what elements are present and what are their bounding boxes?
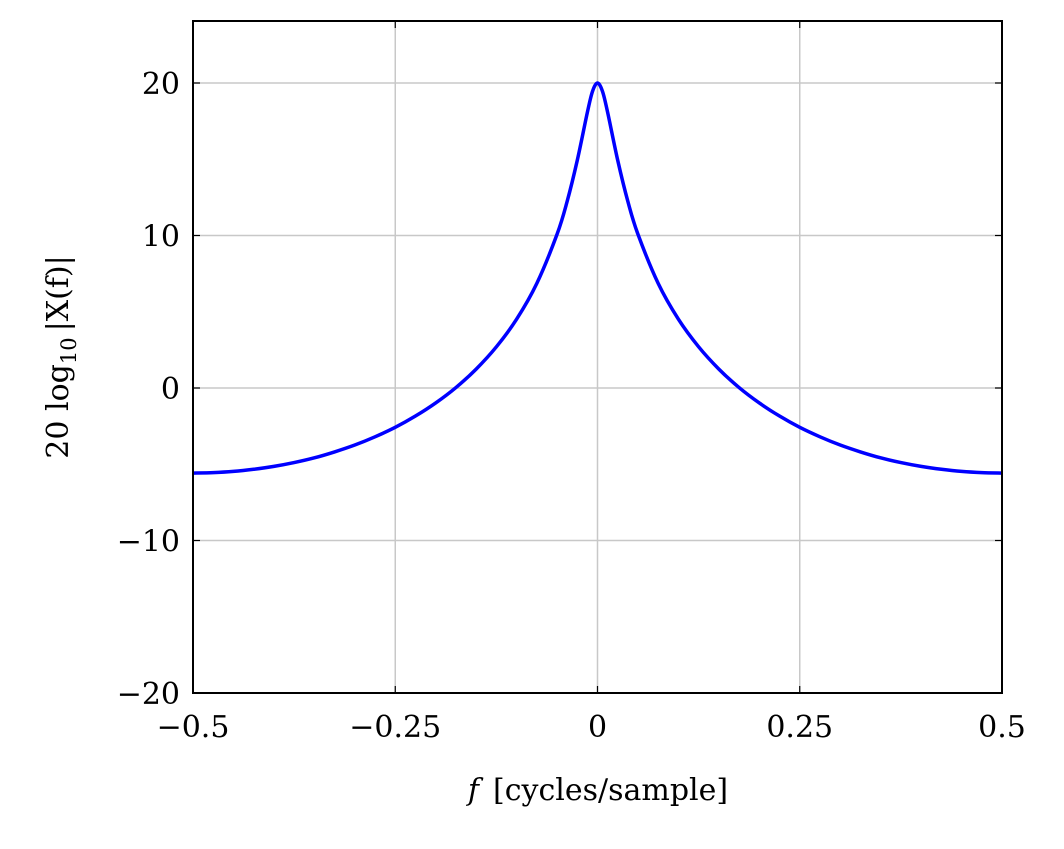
- y-tick-label: 0: [161, 372, 180, 407]
- ticks: −0.5 −0.25 0 0.25 0.5 −20 −10 0 10 20: [117, 21, 1026, 745]
- y-axis-label: 20 log10|X(f)|: [41, 255, 81, 458]
- y-tick-label: −10: [117, 525, 180, 560]
- x-tick-label: 0.5: [978, 710, 1026, 745]
- x-axis-label: f [cycles/sample]: [466, 773, 728, 808]
- series-layer: [192, 81, 1003, 475]
- x-axis-label-var: f: [466, 773, 484, 808]
- x-tick-label: −0.5: [157, 710, 230, 745]
- series-line: [192, 81, 1003, 475]
- x-tick-label: 0: [588, 710, 607, 745]
- y-tick-label: −20: [117, 677, 180, 712]
- x-tick-label: −0.25: [349, 710, 441, 745]
- y-tick-label: 10: [142, 220, 180, 255]
- x-tick-label: 0.25: [766, 710, 833, 745]
- grid: [192, 21, 1003, 694]
- y-tick-label: 20: [142, 67, 180, 102]
- x-axis-label-unit: [cycles/sample]: [493, 773, 728, 808]
